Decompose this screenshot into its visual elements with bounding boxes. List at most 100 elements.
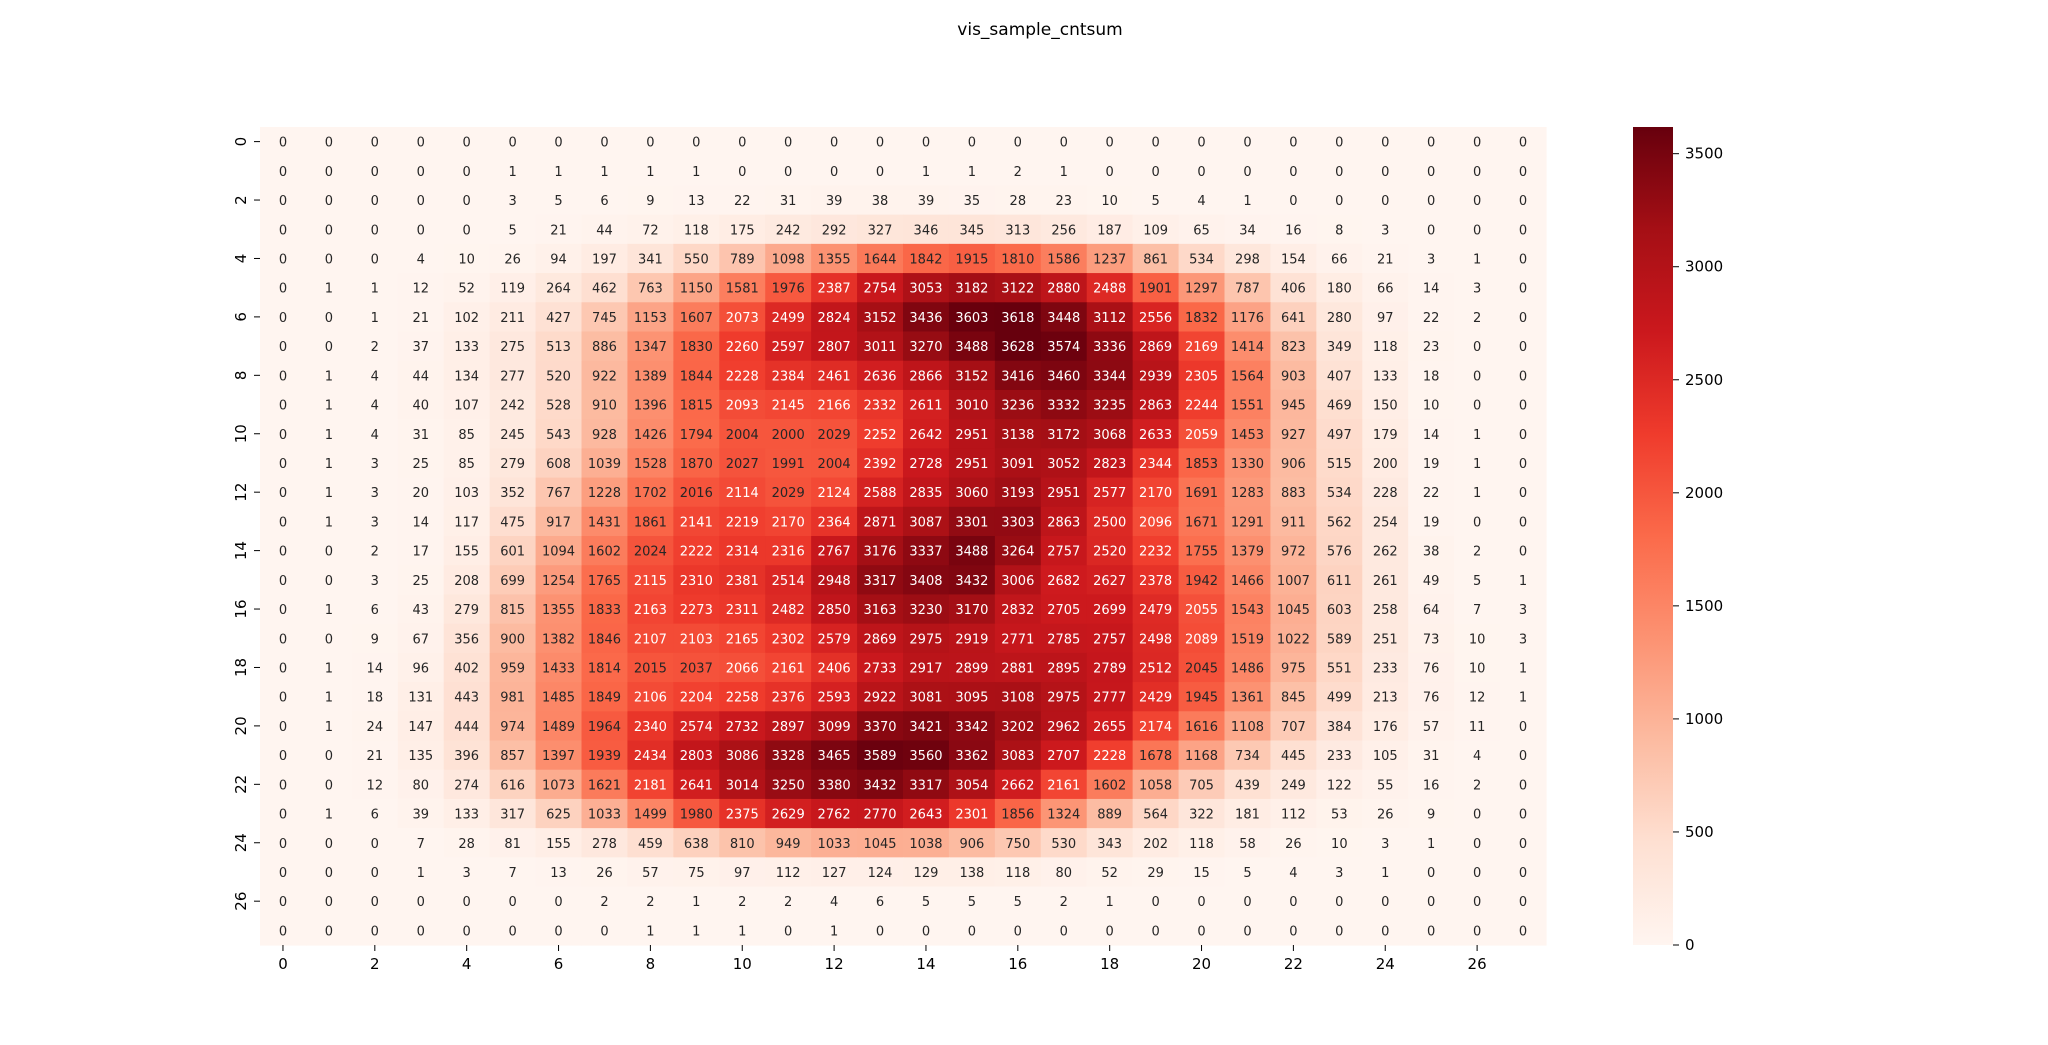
heatmap-cell [1500, 682, 1547, 712]
cell-value-label: 499 [1327, 691, 1352, 706]
cell-value-label: 0 [876, 136, 884, 151]
cell-value-label: 402 [454, 661, 479, 676]
cell-value-label: 1007 [1277, 574, 1310, 589]
cell-value-label: 1153 [634, 311, 667, 326]
cell-value-label: 3152 [863, 311, 896, 326]
cell-value-label: 1 [508, 165, 516, 180]
cell-value-label: 1 [1519, 661, 1527, 676]
heatmap-cell [305, 127, 353, 157]
heatmap-cell [627, 886, 674, 917]
heatmap-cell [1454, 594, 1501, 625]
cell-value-label: 3337 [909, 545, 942, 560]
heatmap-cell [1178, 273, 1226, 303]
cell-value-label: 1980 [680, 808, 713, 823]
heatmap-cell [535, 127, 583, 157]
heatmap-cell [1500, 360, 1547, 391]
heatmap-cell [443, 506, 491, 537]
heatmap-cell [903, 711, 950, 742]
cell-value-label: 0 [922, 136, 930, 151]
heatmap-cell [1224, 389, 1272, 420]
cell-value-label: 1 [325, 428, 333, 443]
heatmap-cell [1408, 156, 1455, 187]
cell-value-label: 2314 [726, 545, 759, 560]
cell-value-label: 0 [325, 194, 333, 209]
cell-value-label: 3006 [1001, 574, 1034, 589]
cell-value-label: 2579 [818, 632, 851, 647]
heatmap-cell [581, 623, 629, 654]
heatmap-cell [673, 565, 720, 596]
y-tick-label: 10 [232, 424, 250, 443]
cell-value-label: 4 [1197, 194, 1205, 209]
cell-value-label: 2881 [1001, 661, 1034, 676]
cell-value-label: 0 [508, 924, 516, 939]
cell-value-label: 1644 [863, 252, 896, 267]
heatmap-cell [1178, 243, 1226, 274]
cell-value-label: 3264 [1001, 545, 1034, 560]
cell-value-label: 0 [1289, 136, 1297, 151]
cell-value-label: 150 [1373, 399, 1398, 414]
heatmap-cell [1316, 419, 1363, 449]
heatmap-cell [1040, 915, 1088, 946]
heatmap-cell [948, 769, 996, 800]
heatmap-cell [260, 419, 307, 449]
cell-value-label: 49 [1423, 574, 1440, 589]
heatmap-cell [1454, 740, 1501, 771]
cell-value-label: 0 [1519, 194, 1527, 209]
cell-value-label: 1849 [588, 691, 621, 706]
cell-value-label: 76 [1423, 661, 1440, 676]
heatmap-cell [1132, 857, 1180, 888]
cell-value-label: 2096 [1139, 515, 1172, 530]
heatmap-cell [260, 506, 307, 537]
cell-value-label: 37 [412, 340, 429, 355]
heatmap-cell [351, 798, 399, 829]
heatmap-cell [811, 214, 858, 245]
cell-value-label: 356 [454, 632, 479, 647]
cell-value-label: 2161 [772, 661, 805, 676]
heatmap-cell [857, 711, 904, 742]
cell-value-label: 0 [1106, 924, 1114, 939]
heatmap-cell [1408, 828, 1455, 858]
heatmap-cell [351, 682, 399, 712]
cell-value-label: 2232 [1139, 545, 1172, 560]
heatmap-cell [581, 652, 629, 683]
cell-value-label: 974 [500, 720, 525, 735]
heatmap-cell [260, 185, 307, 216]
heatmap-cell [1408, 536, 1455, 566]
cell-value-label: 1810 [1001, 252, 1034, 267]
heatmap-cell [1132, 915, 1180, 946]
x-tick-label: 10 [733, 955, 752, 973]
heatmap-cell [857, 273, 904, 303]
heatmap-cell [1362, 565, 1409, 596]
cell-value-label: 0 [1519, 136, 1527, 151]
cell-value-label: 179 [1373, 428, 1398, 443]
cell-value-label: 10 [458, 252, 475, 267]
heatmap-cell [994, 857, 1042, 888]
heatmap-cell [1270, 711, 1317, 742]
cell-value-label: 3054 [955, 778, 988, 793]
heatmap-cell [443, 798, 491, 829]
cell-value-label: 1 [1473, 457, 1481, 472]
heatmap-cell [581, 243, 629, 274]
cell-value-label: 242 [776, 223, 801, 238]
heatmap-cell [1500, 448, 1547, 479]
cell-value-label: 2951 [955, 428, 988, 443]
heatmap-cell [581, 477, 629, 508]
heatmap-cell [1362, 448, 1409, 479]
heatmap-cell [811, 594, 858, 625]
cell-value-label: 233 [1327, 749, 1352, 764]
heatmap-cell [1224, 711, 1272, 742]
heatmap-cell [1086, 828, 1134, 858]
cell-value-label: 2951 [955, 457, 988, 472]
heatmap-cell [857, 594, 904, 625]
heatmap-cell [535, 769, 583, 800]
cell-value-label: 52 [458, 282, 475, 297]
heatmap-cell [1270, 915, 1317, 946]
heatmap-cell [1362, 711, 1409, 742]
cell-value-label: 3303 [1001, 515, 1034, 530]
cell-value-label: 3112 [1093, 311, 1126, 326]
heatmap-cell [443, 156, 491, 187]
heatmap-cell [1178, 419, 1226, 449]
cell-value-label: 1755 [1185, 545, 1218, 560]
cell-value-label: 12 [1469, 691, 1486, 706]
heatmap-cell [857, 652, 904, 683]
